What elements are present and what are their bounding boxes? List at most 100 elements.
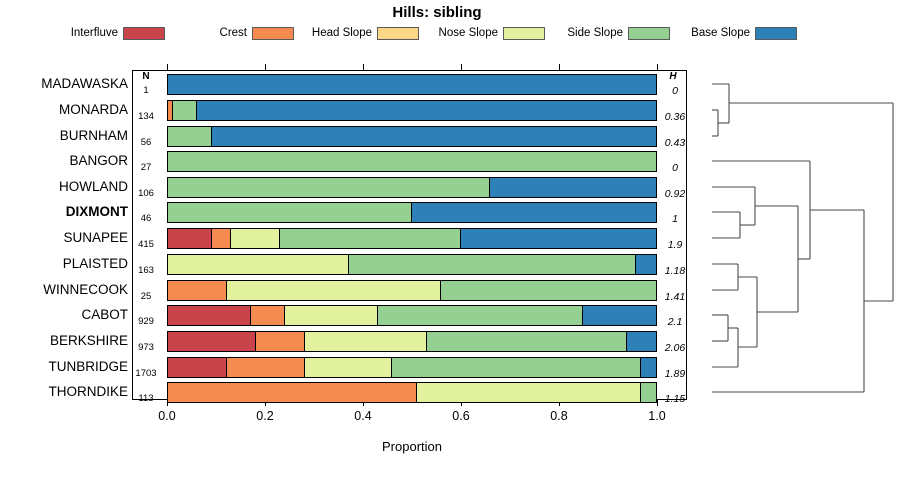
x-axis-label: Proportion	[382, 439, 442, 454]
bar-segment	[168, 126, 212, 146]
bar-segment	[255, 331, 305, 351]
axis-tick-label: 0.0	[158, 409, 176, 423]
n-value: 106	[138, 188, 154, 199]
bar-segment	[168, 357, 227, 377]
bar-segment	[168, 382, 417, 402]
axis-tick-label: 0.4	[354, 409, 372, 423]
row-label: HOWLAND	[58, 179, 128, 194]
axis-tick-top	[167, 64, 169, 70]
axis-tick-label: 1.0	[648, 409, 666, 423]
bar-segment	[412, 202, 656, 222]
bar-segment	[490, 177, 656, 197]
axis-tick-label: 0.6	[452, 409, 470, 423]
h-value: 1.15	[664, 393, 686, 405]
bar-segment	[426, 331, 627, 351]
bar-row	[167, 253, 657, 275]
h-value: 0	[672, 162, 678, 174]
bar-segment	[168, 100, 173, 120]
row-label: BANGOR	[69, 153, 128, 168]
bar-row	[167, 73, 657, 95]
bar-segment	[280, 228, 461, 248]
n-value: 973	[138, 342, 154, 353]
bar-row	[167, 227, 657, 249]
bar-segment	[582, 305, 656, 325]
axis-tick-label: 0.8	[550, 409, 568, 423]
h-value: 1.89	[664, 368, 686, 380]
n-value: 25	[140, 291, 152, 302]
row-label: TUNBRIDGE	[48, 359, 128, 374]
h-value: 1.9	[667, 239, 683, 251]
axis-tick-label: 0.2	[256, 409, 274, 423]
h-value: 0.36	[664, 111, 686, 123]
axis-tick-bottom	[559, 400, 561, 406]
legend-swatch-interfluve	[123, 27, 165, 40]
axis-tick-bottom	[461, 400, 463, 406]
h-value: 0	[672, 85, 678, 97]
n-value: 27	[140, 162, 152, 173]
row-label: SUNAPEE	[63, 230, 128, 245]
bar-row	[167, 330, 657, 352]
bar-segment	[211, 126, 656, 146]
bar-segment	[168, 254, 349, 274]
n-column-header: N	[142, 71, 150, 82]
bar-segment	[168, 151, 656, 171]
bar-segment	[168, 228, 212, 248]
bar-segment	[168, 305, 251, 325]
bar-segment	[460, 228, 656, 248]
n-value: 134	[138, 111, 154, 122]
bar-segment	[641, 357, 656, 377]
bar-segment	[168, 280, 227, 300]
bar-segment	[377, 305, 583, 325]
n-value: 1	[143, 85, 149, 96]
axis-tick-top	[363, 64, 365, 70]
row-label: PLAISTED	[62, 256, 128, 271]
h-value: 0.92	[664, 188, 686, 200]
bar-segment	[250, 305, 286, 325]
legend-swatch-side_slope	[628, 27, 670, 40]
axis-tick-top	[265, 64, 267, 70]
bar-segment	[168, 177, 491, 197]
bar-segment	[211, 228, 232, 248]
legend-swatch-nose_slope	[503, 27, 545, 40]
h-value: 1.18	[664, 265, 686, 277]
bar-segment	[304, 357, 393, 377]
n-value: 56	[140, 137, 152, 148]
bar-segment	[626, 331, 656, 351]
bar-segment	[285, 305, 378, 325]
h-value: 0.43	[664, 137, 686, 149]
bar-segment	[441, 280, 656, 300]
n-value: 46	[140, 213, 152, 224]
legend-swatch-head_slope	[377, 27, 419, 40]
bar-row	[167, 125, 657, 147]
axis-tick-top	[461, 64, 463, 70]
row-label: BURNHAM	[59, 128, 128, 143]
legend-label: Head Slope	[311, 27, 372, 39]
row-label: MADAWASKA	[41, 76, 128, 91]
n-value: 415	[138, 239, 154, 250]
row-label: DIXMONT	[65, 204, 128, 219]
chart-title: Hills: sibling	[392, 4, 482, 21]
bar-segment	[226, 280, 442, 300]
n-value: 163	[138, 265, 154, 276]
n-value: 113	[138, 393, 154, 404]
row-label: WINNECOOK	[43, 282, 128, 297]
legend-label: Side Slope	[567, 27, 623, 39]
dendrogram	[712, 83, 894, 393]
row-label: BERKSHIRE	[49, 333, 128, 348]
h-value: 2.06	[664, 342, 686, 354]
bar-segment	[392, 357, 642, 377]
legend-label: Interfluve	[70, 27, 118, 39]
bar-segment	[168, 74, 656, 94]
axis-tick-bottom	[657, 400, 659, 406]
legend-label: Nose Slope	[438, 27, 498, 39]
row-label: THORNDIKE	[48, 384, 128, 399]
row-label: CABOT	[81, 307, 128, 322]
n-value: 929	[138, 316, 154, 327]
h-column-header: H	[669, 71, 677, 82]
bar-row	[167, 381, 657, 403]
bar-segment	[636, 254, 656, 274]
axis-tick-bottom	[265, 400, 267, 406]
axis-tick-top	[559, 64, 561, 70]
legend-label: Crest	[219, 27, 247, 39]
bar-segment	[416, 382, 642, 402]
